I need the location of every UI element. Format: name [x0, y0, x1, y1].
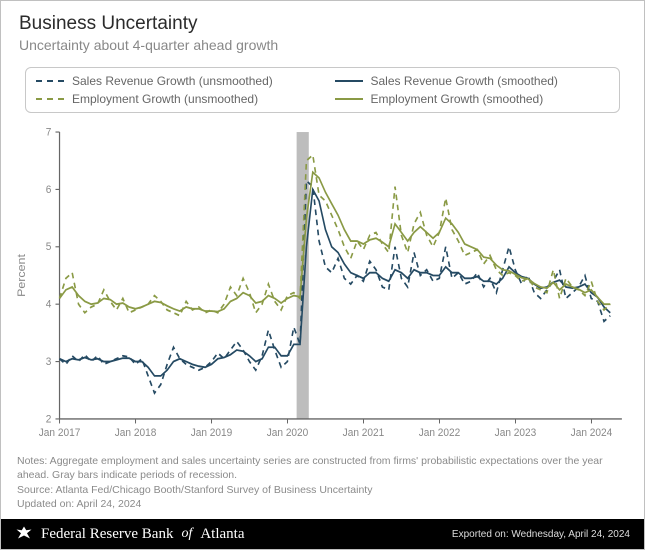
footer-bar: Federal Reserve Bank of Atlanta Exported… — [1, 519, 644, 549]
brand: Federal Reserve Bank of Atlanta — [15, 525, 245, 543]
legend-item: Sales Revenue Growth (unsmoothed) — [36, 74, 311, 88]
x-tick-label: Jan 2023 — [495, 426, 537, 439]
line-chart: 2 3 4 5 6 7 Percent Jan 2017 Jan 2018 Jan 2019 Jan… — [13, 123, 632, 448]
header: Business Uncertainty Uncertainty about 4… — [1, 1, 644, 57]
export-date: Exported on: Wednesday, April 24, 2024 — [452, 529, 630, 540]
y-tick-label: 3 — [46, 355, 52, 368]
chart-area: 2 3 4 5 6 7 Percent Jan 2017 Jan 2018 Jan 2019 Jan… — [13, 123, 632, 448]
legend-item: Sales Revenue Growth (smoothed) — [335, 74, 610, 88]
updated-text: Updated on: April 24, 2024 — [17, 497, 628, 511]
series-sales_smoothed — [60, 189, 611, 375]
x-tick-label: Jan 2024 — [571, 426, 613, 439]
brand-of: of — [181, 526, 192, 542]
x-tick-label: Jan 2020 — [267, 426, 309, 439]
legend-label: Employment Growth (smoothed) — [371, 92, 544, 106]
chart-title: Business Uncertainty — [19, 13, 626, 35]
y-tick-label: 4 — [46, 298, 52, 311]
legend: Sales Revenue Growth (unsmoothed) Sales R… — [25, 67, 620, 113]
eagle-icon — [15, 525, 33, 543]
x-tick-label: Jan 2017 — [39, 426, 81, 439]
series-emp_unsmoothed — [60, 155, 611, 316]
legend-label: Employment Growth (unsmoothed) — [72, 92, 258, 106]
x-tick-label: Jan 2019 — [191, 426, 233, 439]
legend-label: Sales Revenue Growth (unsmoothed) — [72, 74, 273, 88]
brand-prefix: Federal Reserve Bank — [41, 526, 173, 543]
legend-swatch — [36, 80, 64, 82]
source-text: Source: Atlanta Fed/Chicago Booth/Stanfo… — [17, 483, 628, 497]
series-emp_smoothed — [60, 172, 611, 311]
notes: Notes: Aggregate employment and sales un… — [1, 448, 644, 519]
y-tick-label: 5 — [46, 241, 52, 254]
chart-subtitle: Uncertainty about 4-quarter ahead growth — [19, 37, 626, 53]
x-tick-label: Jan 2018 — [115, 426, 157, 439]
x-tick-label: Jan 2022 — [419, 426, 461, 439]
y-tick-label: 7 — [46, 126, 52, 139]
legend-item: Employment Growth (smoothed) — [335, 92, 610, 106]
legend-swatch — [335, 98, 363, 100]
notes-text: Notes: Aggregate employment and sales un… — [17, 454, 628, 482]
x-tick-label: Jan 2021 — [343, 426, 385, 439]
legend-label: Sales Revenue Growth (smoothed) — [371, 74, 558, 88]
y-tick-label: 2 — [46, 413, 52, 426]
brand-suffix: Atlanta — [200, 526, 244, 543]
y-axis-label: Percent — [16, 253, 28, 297]
legend-swatch — [36, 98, 64, 100]
legend-swatch — [335, 80, 363, 82]
legend-item: Employment Growth (unsmoothed) — [36, 92, 311, 106]
y-tick-label: 6 — [46, 183, 52, 196]
chart-card: Business Uncertainty Uncertainty about 4… — [0, 0, 645, 550]
